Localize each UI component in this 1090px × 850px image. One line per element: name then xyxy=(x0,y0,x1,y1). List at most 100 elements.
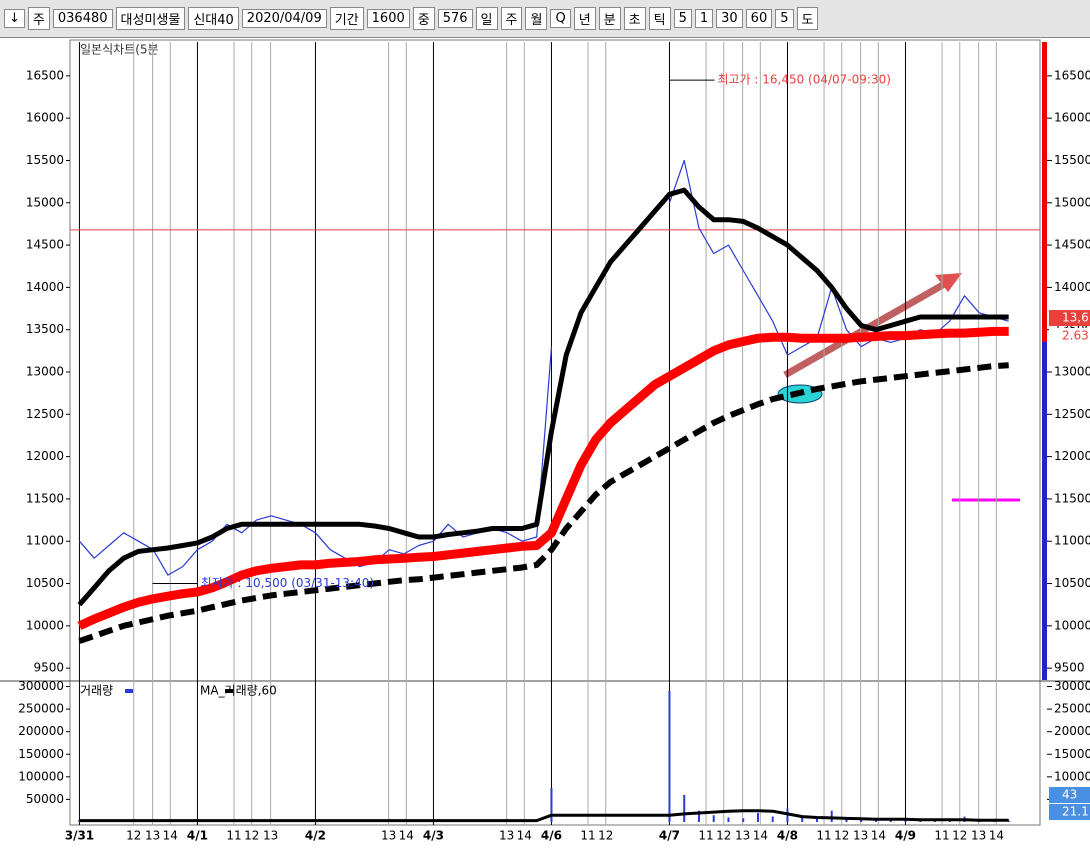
toolbar-item[interactable]: 1600 xyxy=(366,9,410,28)
toolbar-item[interactable]: 1 xyxy=(694,9,714,28)
y-tick-label-right: 10000 xyxy=(1054,618,1090,632)
toolbar-item[interactable]: 주 xyxy=(27,7,50,30)
y-tick-label-right: 15000 xyxy=(1054,195,1090,209)
x-tick-label: 4/1 xyxy=(187,829,208,843)
volume-bar xyxy=(889,820,892,822)
toolbar-item[interactable]: Q xyxy=(550,9,571,28)
volume-bar xyxy=(771,816,774,822)
y-tick-label-right: 200000 xyxy=(1054,724,1090,738)
y-tick-label-right: 16500 xyxy=(1054,68,1090,82)
x-tick-label: 13 xyxy=(499,829,514,843)
series-line xyxy=(77,326,1009,630)
volume-bar xyxy=(815,818,818,822)
toolbar-item[interactable]: 대성미생물 xyxy=(115,7,186,30)
y-tick-label: 14000 xyxy=(26,280,64,294)
volume-bar xyxy=(697,810,700,822)
x-tick-label: 14 xyxy=(753,829,768,843)
volume-bar xyxy=(1007,820,1010,822)
toolbar-item[interactable]: 5 xyxy=(775,9,794,28)
toolbar-item[interactable]: 신대40 xyxy=(188,7,239,30)
toolbar-item[interactable]: 2020/04/09 xyxy=(241,9,327,28)
volume-bar xyxy=(727,817,730,822)
y-tick-label: 10000 xyxy=(26,618,64,632)
legend-label: 거래량 xyxy=(80,684,113,698)
x-tick-label: 13 xyxy=(145,829,160,843)
value-badge: 43 xyxy=(1062,788,1077,802)
y-tick-label: 100000 xyxy=(18,769,64,783)
x-tick-label: 11 xyxy=(580,829,595,843)
toolbar-item[interactable]: 기간 xyxy=(329,7,364,30)
x-tick-label: 4/2 xyxy=(305,829,326,843)
toolbar-item[interactable]: 60 xyxy=(745,9,773,28)
y-tick-label-right: 14000 xyxy=(1054,280,1090,294)
toolbar-item[interactable]: 576 xyxy=(437,9,473,28)
x-tick-label: 12 xyxy=(598,829,613,843)
volume-bar xyxy=(904,819,907,822)
x-tick-label: 4/3 xyxy=(423,829,444,843)
value-badge-bg xyxy=(1049,310,1090,326)
annotation: 최고가 : 16,450 (04/07-09:30) xyxy=(717,73,890,87)
toolbar-item[interactable]: 일 xyxy=(475,7,498,30)
toolbar-item[interactable]: 주 xyxy=(500,7,523,30)
x-tick-label: 11 xyxy=(698,829,713,843)
y-tick-label: 11500 xyxy=(26,491,64,505)
x-tick-label: 14 xyxy=(163,829,178,843)
volume-bar xyxy=(683,794,686,822)
volume-bar xyxy=(742,818,745,822)
right-bar-red xyxy=(1042,42,1047,342)
y-tick-label: 50000 xyxy=(26,792,64,806)
value-badge: 13,6 xyxy=(1062,311,1089,325)
series-line xyxy=(78,362,1009,644)
x-tick-label: 11 xyxy=(226,829,241,843)
y-tick-label: 200000 xyxy=(18,724,64,738)
y-tick-label-right: 250000 xyxy=(1054,702,1090,716)
x-tick-label: 12 xyxy=(126,829,141,843)
y-tick-label: 10500 xyxy=(26,576,64,590)
legend-swatch xyxy=(225,689,233,693)
toolbar-item[interactable]: ↓ xyxy=(4,9,25,28)
toolbar-item[interactable]: 틱 xyxy=(648,7,671,30)
y-tick-label-right: 14500 xyxy=(1054,238,1090,252)
series-line xyxy=(79,809,1009,823)
toolbar-item[interactable]: 분 xyxy=(598,7,621,30)
volume-bar xyxy=(550,788,553,822)
x-tick-label: 13 xyxy=(735,829,750,843)
x-tick-label: 14 xyxy=(517,829,532,843)
chart-title: 일본식차트(5분 xyxy=(80,43,159,57)
value-badge: 2.63 xyxy=(1062,329,1089,343)
y-tick-label: 12000 xyxy=(26,449,64,463)
x-tick-label: 4/9 xyxy=(895,829,916,843)
toolbar-item[interactable]: 도 xyxy=(796,7,819,30)
x-tick-label: 12 xyxy=(716,829,731,843)
toolbar-item[interactable]: 초 xyxy=(623,7,646,30)
toolbar-item[interactable]: 5 xyxy=(673,9,692,28)
x-tick-label: 14 xyxy=(399,829,414,843)
x-tick-label: 13 xyxy=(971,829,986,843)
toolbar-item[interactable]: 월 xyxy=(525,7,548,30)
legend-label: MA_거래량,60 xyxy=(200,684,277,698)
x-tick-label: 12 xyxy=(952,829,967,843)
toolbar-item[interactable]: 중 xyxy=(412,7,435,30)
right-bar-blue xyxy=(1042,342,1047,680)
y-tick-label-right: 9500 xyxy=(1054,661,1085,675)
x-tick-label: 11 xyxy=(934,829,949,843)
x-tick-label: 13 xyxy=(263,829,278,843)
x-tick-label: 3/31 xyxy=(65,829,94,843)
toolbar-item[interactable]: 30 xyxy=(716,9,743,28)
toolbar-item[interactable]: 년 xyxy=(573,7,596,30)
value-badge: 21.1 xyxy=(1062,805,1089,819)
x-tick-label: 13 xyxy=(853,829,868,843)
y-tick-label-right: 12500 xyxy=(1054,407,1090,421)
y-tick-label-right: 12000 xyxy=(1054,449,1090,463)
y-tick-label-right: 11500 xyxy=(1054,491,1090,505)
y-tick-label-right: 13000 xyxy=(1054,365,1090,379)
y-tick-label: 13500 xyxy=(26,322,64,336)
y-tick-label-right: 11000 xyxy=(1054,534,1090,548)
toolbar-item[interactable]: 036480 xyxy=(52,9,113,28)
y-tick-label: 11000 xyxy=(26,534,64,548)
value-badge-bg xyxy=(1049,804,1090,820)
legend-swatch xyxy=(125,689,133,693)
value-badge-bg xyxy=(1049,787,1090,803)
